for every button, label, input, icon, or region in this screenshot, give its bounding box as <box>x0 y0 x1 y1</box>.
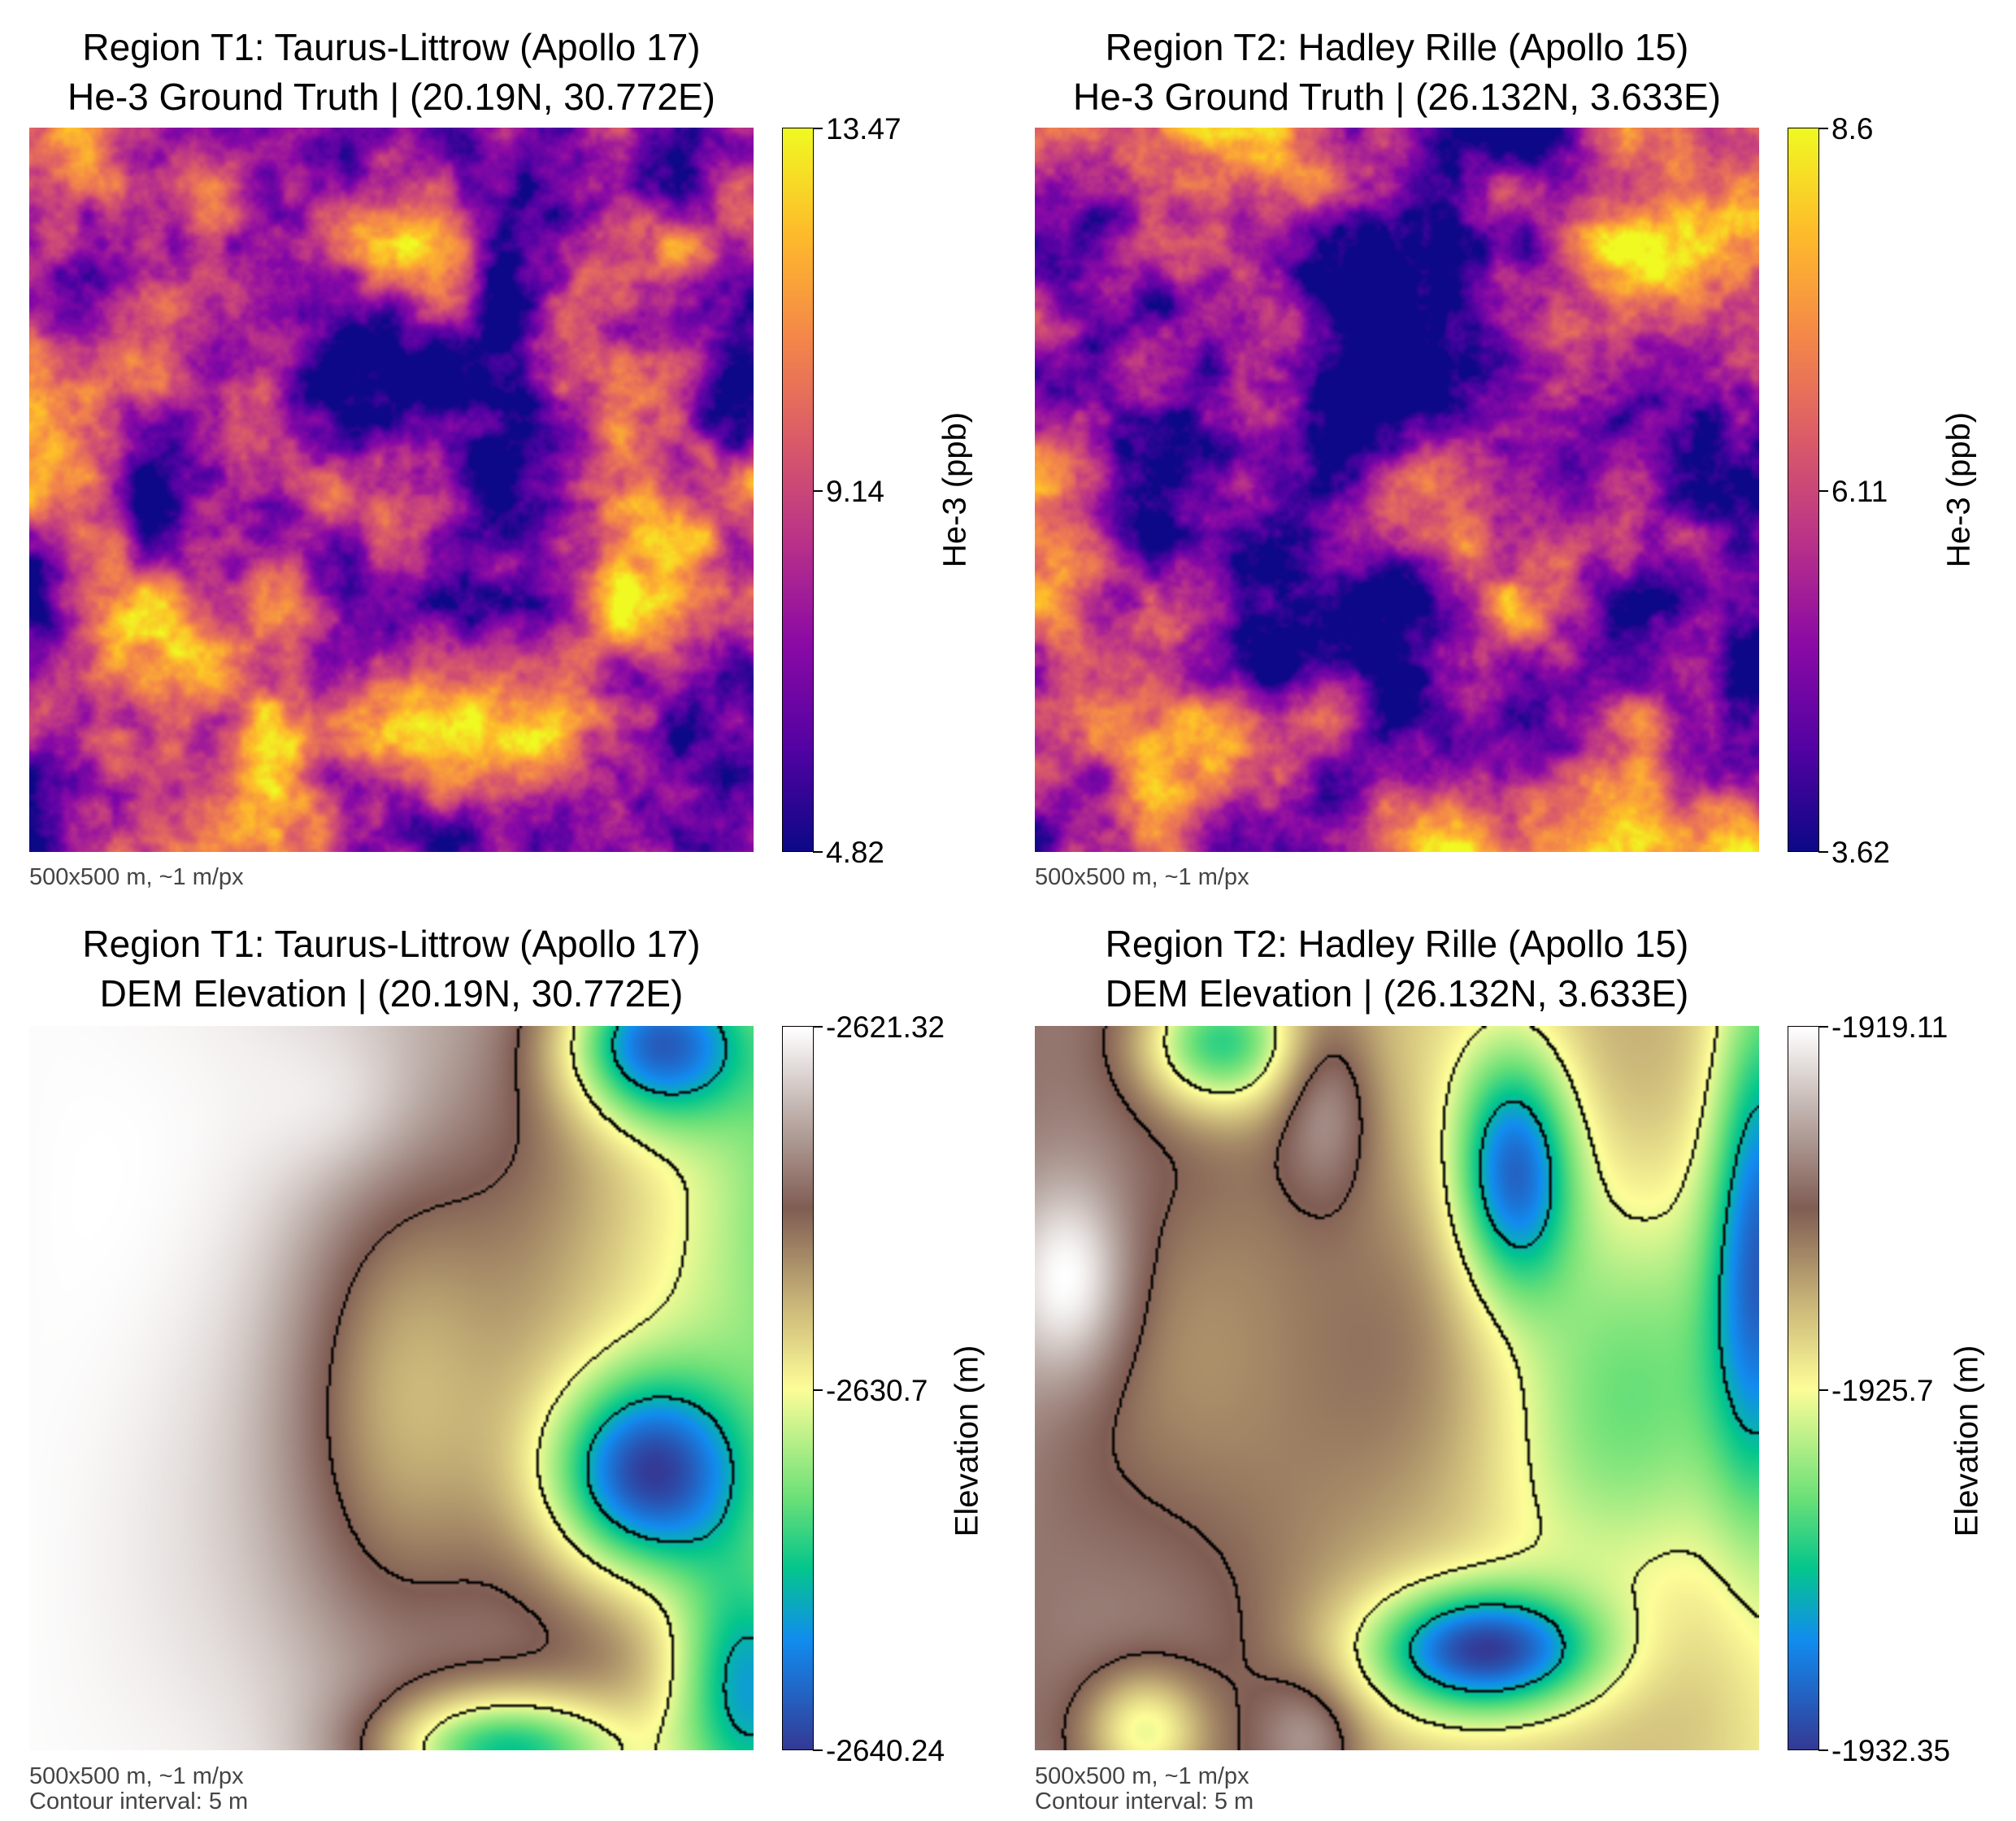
colorbar-tick-label: 13.47 <box>826 112 902 146</box>
colorbar-t2-he3 <box>1788 128 1819 852</box>
dem-heatmap-t2 <box>1035 1026 1759 1750</box>
colorbar-tick <box>1818 490 1828 492</box>
title-line: Region T1: Taurus-Littrow (Apollo 17) <box>82 26 701 68</box>
colorbar-tick <box>813 1749 823 1751</box>
subtitle-line: DEM Elevation | (20.19N, 30.772E) <box>99 972 684 1015</box>
colorbar-t1-dem <box>782 1026 814 1750</box>
panel-title-t2-he3: Region T2: Hadley Rille (Apollo 15) He-3… <box>1035 23 1759 122</box>
colorbar-tick-label: 3.62 <box>1831 836 1891 869</box>
colorbar-tick-label: 8.6 <box>1831 112 1874 146</box>
colorbar-tick <box>813 128 823 129</box>
colorbar-tick <box>813 490 823 492</box>
colorbar-tick <box>813 1026 823 1028</box>
he3-heatmap-t2 <box>1035 128 1759 852</box>
colorbar-label: He-3 (ppb) <box>936 411 973 568</box>
colorbar-tick <box>1818 1026 1828 1028</box>
colorbar-tick-label: -1925.7 <box>1831 1374 1934 1407</box>
colorbar-tick-label: -2640.24 <box>826 1734 945 1767</box>
subtitle-line: DEM Elevation | (26.132N, 3.633E) <box>1105 972 1689 1015</box>
he3-heatmap-t1 <box>29 128 754 852</box>
colorbar-tick-label: 4.82 <box>826 836 885 869</box>
scale-note: 500x500 m, ~1 m/px <box>1035 1763 1249 1789</box>
colorbar-tick-label: -2630.7 <box>826 1374 928 1407</box>
subtitle-line: He-3 Ground Truth | (20.19N, 30.772E) <box>67 76 715 118</box>
colorbar-tick-label: -2621.32 <box>826 1010 945 1044</box>
colorbar-label: Elevation (m) <box>949 1345 985 1537</box>
colorbar-t1-he3 <box>782 128 814 852</box>
subtitle-line: He-3 Ground Truth | (26.132N, 3.633E) <box>1073 76 1721 118</box>
colorbar-t2-dem <box>1788 1026 1819 1750</box>
contour-note: Contour interval: 5 m <box>1035 1788 1254 1814</box>
panel-title-t1-dem: Region T1: Taurus-Littrow (Apollo 17) DE… <box>29 919 754 1019</box>
dem-heatmap-t1 <box>29 1026 754 1750</box>
contour-note: Contour interval: 5 m <box>29 1788 249 1814</box>
colorbar-tick <box>1818 851 1828 853</box>
colorbar-label: He-3 (ppb) <box>1940 411 1977 568</box>
title-line: Region T1: Taurus-Littrow (Apollo 17) <box>82 923 701 965</box>
panel-title-t1-he3: Region T1: Taurus-Littrow (Apollo 17) He… <box>29 23 754 122</box>
title-line: Region T2: Hadley Rille (Apollo 15) <box>1105 923 1689 965</box>
colorbar-tick <box>1818 1749 1828 1751</box>
colorbar-tick <box>813 851 823 853</box>
scale-note: 500x500 m, ~1 m/px <box>29 1763 244 1789</box>
colorbar-tick-label: 9.14 <box>826 475 885 508</box>
scale-note: 500x500 m, ~1 m/px <box>29 864 244 890</box>
colorbar-label: Elevation (m) <box>1949 1345 1985 1537</box>
colorbar-tick-label: -1919.11 <box>1831 1010 1949 1044</box>
panel-title-t2-dem: Region T2: Hadley Rille (Apollo 15) DEM … <box>1035 919 1759 1019</box>
colorbar-tick-label: -1932.35 <box>1831 1734 1951 1767</box>
title-line: Region T2: Hadley Rille (Apollo 15) <box>1105 26 1689 68</box>
scale-note: 500x500 m, ~1 m/px <box>1035 864 1249 890</box>
colorbar-tick <box>813 1389 823 1391</box>
colorbar-tick <box>1818 1389 1828 1391</box>
colorbar-tick-label: 6.11 <box>1831 475 1888 508</box>
colorbar-tick <box>1818 128 1828 129</box>
